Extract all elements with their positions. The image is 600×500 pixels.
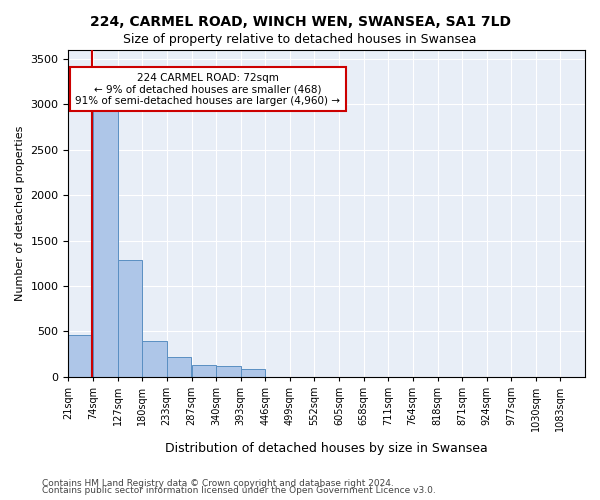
- Bar: [118, 260, 142, 376]
- Text: 224 CARMEL ROAD: 72sqm
← 9% of detached houses are smaller (468)
91% of semi-det: 224 CARMEL ROAD: 72sqm ← 9% of detached …: [76, 72, 340, 106]
- Y-axis label: Number of detached properties: Number of detached properties: [15, 126, 25, 301]
- Bar: [68, 335, 93, 376]
- Text: Contains public sector information licensed under the Open Government Licence v3: Contains public sector information licen…: [42, 486, 436, 495]
- Bar: [142, 341, 167, 376]
- Bar: [93, 77, 118, 376]
- Text: 224, CARMEL ROAD, WINCH WEN, SWANSEA, SA1 7LD: 224, CARMEL ROAD, WINCH WEN, SWANSEA, SA…: [89, 15, 511, 29]
- Bar: [191, 365, 216, 376]
- X-axis label: Distribution of detached houses by size in Swansea: Distribution of detached houses by size …: [166, 442, 488, 455]
- Text: Contains HM Land Registry data © Crown copyright and database right 2024.: Contains HM Land Registry data © Crown c…: [42, 478, 394, 488]
- Text: Size of property relative to detached houses in Swansea: Size of property relative to detached ho…: [123, 32, 477, 46]
- Bar: [167, 356, 191, 376]
- Bar: [241, 370, 265, 376]
- Bar: [216, 366, 241, 376]
